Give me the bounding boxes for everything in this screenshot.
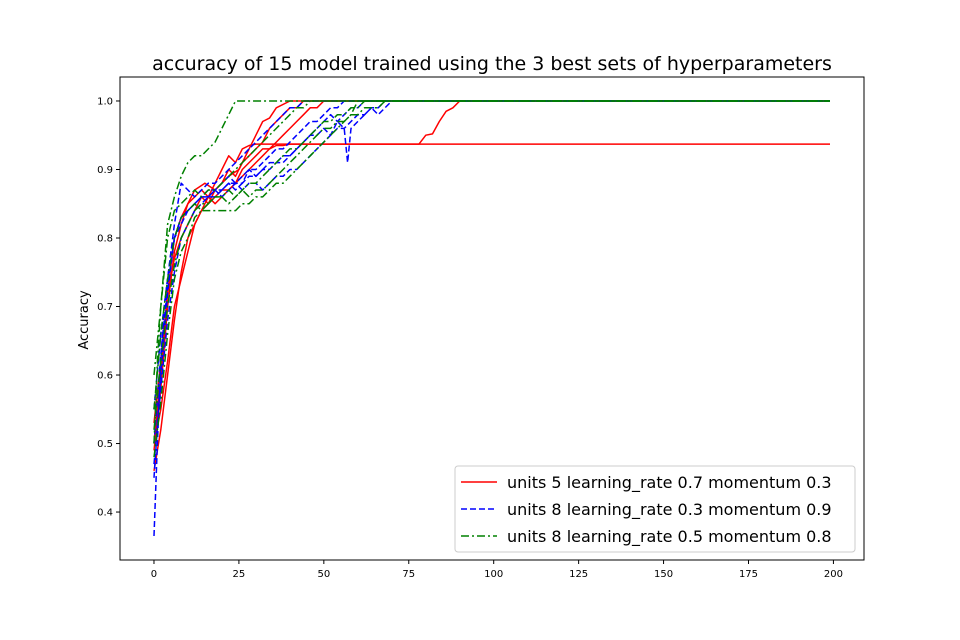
x-tick-label: 50	[317, 569, 330, 580]
x-tick-label: 200	[824, 569, 843, 580]
series-layer	[153, 100, 830, 537]
y-axis-label: Accuracy	[77, 290, 92, 350]
y-tick-label: 0.5	[97, 439, 113, 450]
y-tick-label: 0.6	[97, 371, 113, 382]
x-axis-ticks: 0 25 50 75 100 125 150 175 200	[151, 560, 843, 580]
legend-label-2: units 8 learning_rate 0.3 momentum 0.9	[507, 500, 832, 520]
legend-label-3: units 8 learning_rate 0.5 momentum 0.8	[507, 527, 832, 547]
y-tick-label: 0.4	[97, 508, 113, 519]
series-line-2-run-4	[153, 100, 830, 444]
series-line-3-run-3	[153, 100, 830, 430]
series-line-1-run-3	[153, 100, 830, 472]
legend: units 5 learning_rate 0.7 momentum 0.3 un…	[454, 465, 856, 553]
y-tick-label: 1.0	[97, 96, 113, 107]
series-line-2-run-2	[153, 100, 830, 478]
series-line-3-run-1	[153, 100, 830, 444]
x-tick-label: 25	[233, 569, 246, 580]
chart-title: accuracy of 15 model trained using the 3…	[152, 53, 832, 75]
x-tick-label: 175	[739, 569, 758, 580]
y-axis-ticks: 0.4 0.5 0.6 0.7 0.8 0.9 1.0	[97, 96, 120, 519]
series-line-2-run-3	[153, 100, 830, 410]
legend-label-1: units 5 learning_rate 0.7 momentum 0.3	[507, 473, 832, 493]
series-line-3-run-4	[153, 100, 830, 376]
y-tick-label: 0.9	[97, 165, 113, 176]
x-tick-label: 75	[402, 569, 415, 580]
x-tick-label: 150	[654, 569, 673, 580]
x-tick-label: 125	[569, 569, 588, 580]
x-tick-label: 0	[151, 569, 157, 580]
y-tick-label: 0.7	[97, 302, 113, 313]
plot-frame	[119, 76, 865, 561]
legend-box	[454, 465, 856, 553]
y-tick-label: 0.8	[97, 234, 113, 245]
x-tick-label: 100	[484, 569, 503, 580]
